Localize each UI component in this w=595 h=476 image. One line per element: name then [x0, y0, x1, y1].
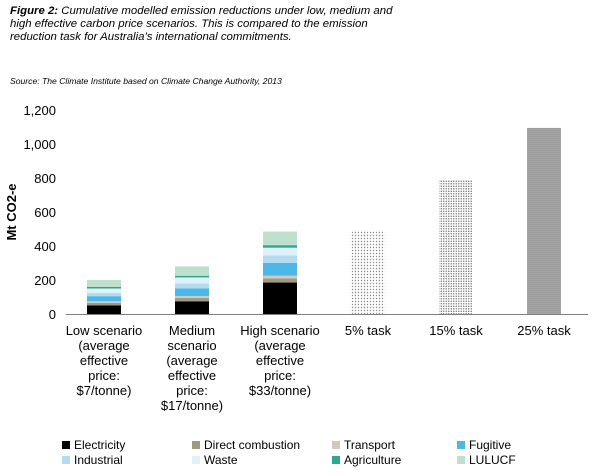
legend-swatch	[457, 456, 465, 464]
bar-segment-agriculture	[175, 275, 209, 278]
bar-segment-fugitive	[175, 288, 209, 297]
bar-segment-agriculture	[263, 245, 297, 248]
bar-segment-transport	[87, 301, 121, 303]
y-axis-label: Mt CO2-e	[4, 183, 19, 240]
bar-segment-transport	[263, 275, 297, 279]
y-tick-label: 0	[49, 307, 56, 322]
legend-label: Direct combustion	[204, 438, 301, 452]
bar-segment-electricity	[175, 301, 209, 314]
figure-label: Figure 2:	[10, 5, 59, 17]
figure-caption-text: Cumulative modelled emission reductions …	[10, 5, 393, 44]
legend-label: Agriculture	[344, 453, 402, 467]
x-tick-label: High scenario (average effective price: $33/…	[240, 323, 320, 398]
legend-label: Transport	[344, 438, 395, 452]
y-tick-label: 200	[34, 273, 56, 288]
legend-swatch	[62, 456, 70, 464]
y-tick-label: 1,000	[23, 137, 56, 152]
bar-segment-lulucf	[263, 231, 297, 246]
legend-item-electricity: Electricity	[62, 438, 125, 452]
legend-item-agriculture: Agriculture	[332, 453, 401, 467]
legend-swatch	[62, 441, 70, 449]
bar-segment-fugitive	[263, 263, 297, 276]
legend-item-transport: Transport	[332, 438, 395, 452]
y-tick-label: 1,200	[23, 103, 56, 118]
bar-segment-lulucf	[175, 266, 209, 276]
x-tick-label: Low scenario (average effective price: $7/to…	[66, 323, 143, 398]
x-tick-label: Medium scenario (average effective price: $17…	[161, 323, 223, 413]
task-bar	[527, 127, 561, 314]
x-tick-label: 15% task	[429, 323, 483, 338]
y-tick-label: 800	[34, 171, 56, 186]
legend-label: Fugitive	[469, 438, 512, 452]
legend-swatch	[192, 441, 200, 449]
legend-label: Industrial	[74, 453, 123, 467]
bar-segment-lulucf	[87, 280, 121, 287]
legend-item-direct-combustion: Direct combustion	[192, 438, 300, 452]
legend-swatch	[332, 441, 340, 449]
bar-segment-agriculture	[87, 286, 121, 289]
bar-segment-fugitive	[87, 296, 121, 302]
bar-segment-industrial	[175, 283, 209, 289]
legend-label: Electricity	[74, 438, 126, 452]
legend-swatch	[457, 441, 465, 449]
x-tick-label: 25% task	[517, 323, 571, 338]
task-bar	[351, 231, 385, 314]
legend-item-waste: Waste	[192, 453, 238, 467]
bar-segment-transport	[175, 296, 209, 298]
bar-segment-industrial	[87, 292, 121, 297]
bar-segment-electricity	[87, 305, 121, 314]
task-bar	[439, 179, 473, 314]
bar-segment-waste	[175, 277, 209, 284]
figure-caption: Figure 2: Cumulative modelled emission r…	[10, 5, 410, 45]
legend-item-industrial: Industrial	[62, 453, 123, 467]
legend-label: LULUCF	[469, 453, 516, 467]
bar-segment-direct-combustion	[175, 297, 209, 302]
legend-swatch	[192, 456, 200, 464]
bar-segment-electricity	[263, 282, 297, 314]
y-tick-label: 600	[34, 205, 56, 220]
figure-source: Source: The Climate Institute based on C…	[10, 76, 282, 86]
bar-segment-industrial	[263, 255, 297, 263]
bar-segment-waste	[263, 247, 297, 256]
bar-segment-waste	[87, 288, 121, 293]
y-tick-label: 400	[34, 239, 56, 254]
legend-label: Waste	[204, 453, 238, 467]
legend-swatch	[332, 456, 340, 464]
bar-segment-direct-combustion	[263, 278, 297, 283]
bar-segment-direct-combustion	[87, 302, 121, 306]
legend-item-fugitive: Fugitive	[457, 438, 511, 452]
x-tick-label: 5% task	[345, 323, 392, 338]
legend-item-lulucf: LULUCF	[457, 453, 516, 467]
